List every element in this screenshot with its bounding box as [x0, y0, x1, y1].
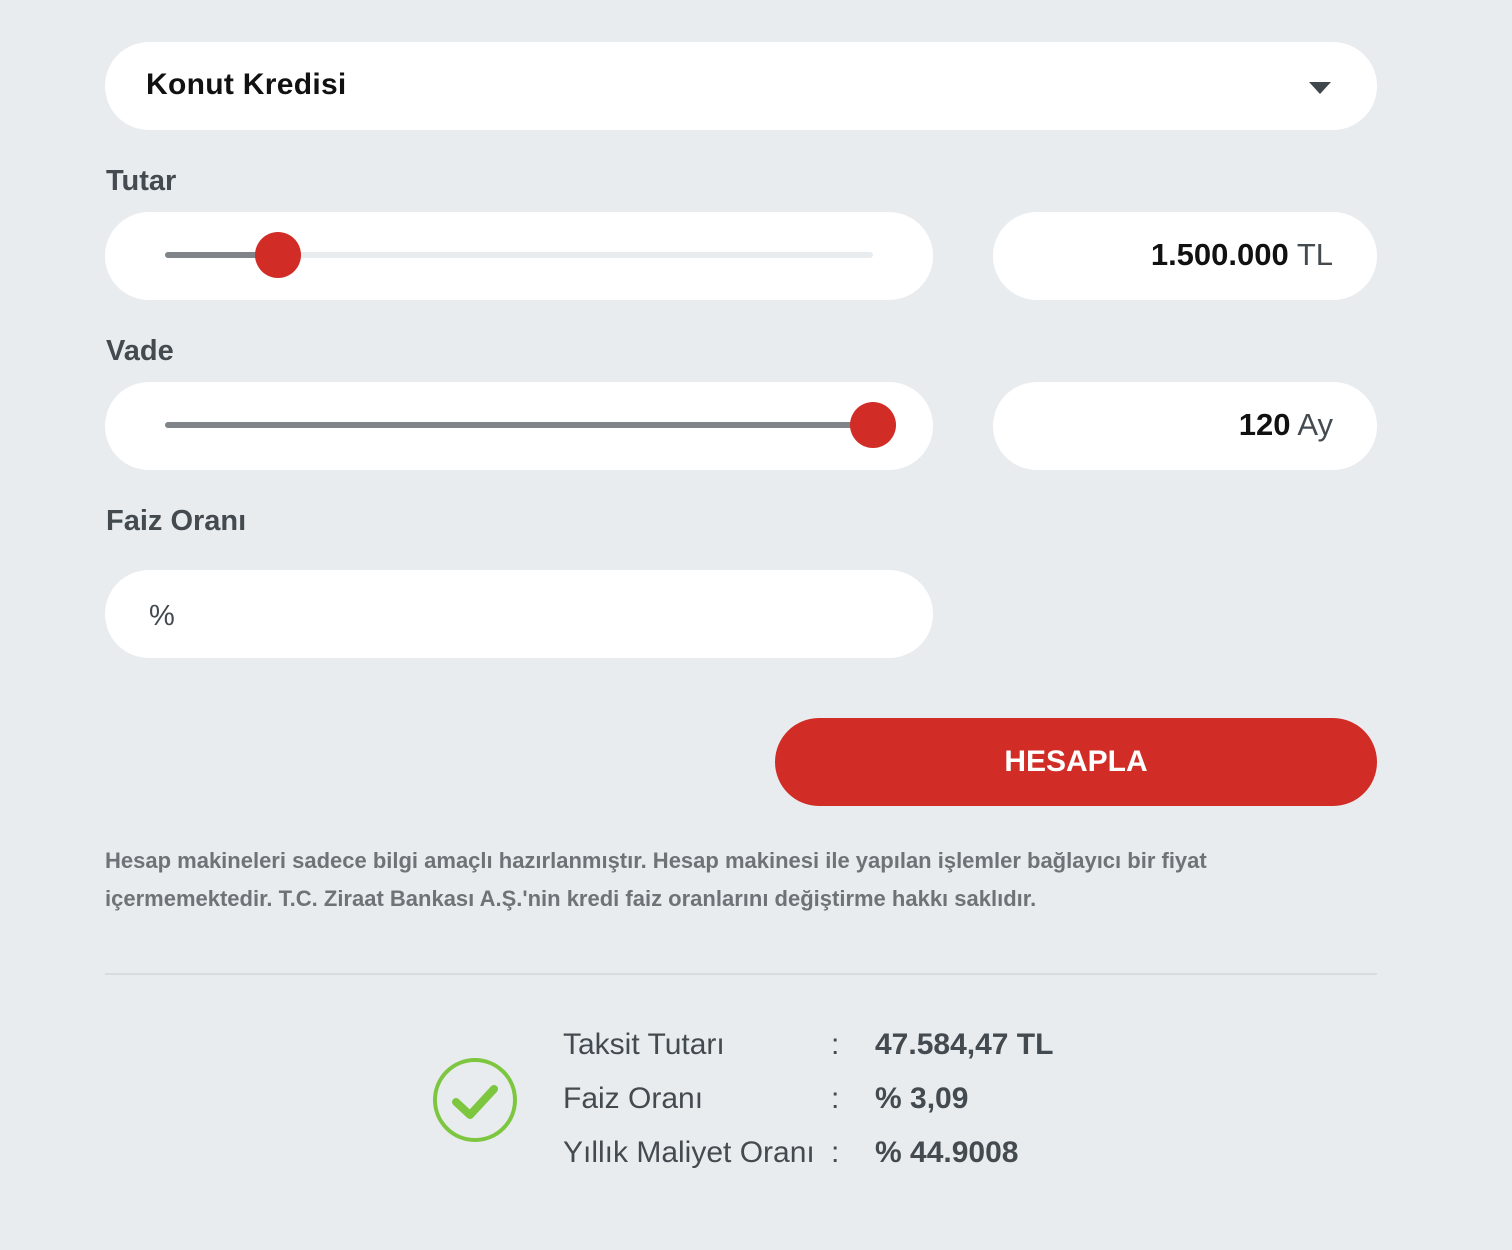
amount-unit: TL — [1296, 237, 1333, 272]
term-slider-thumb[interactable] — [850, 402, 896, 448]
result-value: % 44.9008 — [875, 1136, 1019, 1169]
term-unit: Ay — [1297, 407, 1333, 442]
rate-input[interactable]: % — [105, 570, 933, 658]
term-input[interactable]: 120 Ay — [993, 382, 1377, 470]
result-sep: : — [831, 1082, 840, 1115]
amount-label: Tutar — [106, 165, 177, 197]
result-label: Faiz Oranı — [563, 1082, 704, 1115]
result-label: Yıllık Maliyet Oranı — [563, 1136, 815, 1169]
term-slider[interactable] — [105, 382, 933, 470]
calculate-button[interactable]: HESAPLA — [775, 718, 1377, 806]
caret-down-icon — [1309, 82, 1331, 94]
result-label: Taksit Tutarı — [563, 1028, 725, 1061]
result-sep: : — [831, 1136, 840, 1169]
loan-type-value: Konut Kredisi — [146, 68, 347, 101]
amount-slider[interactable] — [105, 212, 933, 300]
result-value: % 3,09 — [875, 1082, 969, 1115]
amount-slider-thumb[interactable] — [255, 232, 302, 278]
disclaimer-text: Hesap makineleri sadece bilgi amaçlı haz… — [105, 848, 1207, 911]
rate-prefix: % — [149, 600, 175, 632]
amount-input[interactable]: 1.500.000 TL — [993, 212, 1377, 300]
check-circle-icon — [433, 1058, 517, 1142]
term-label: Vade — [106, 335, 174, 367]
divider — [105, 973, 1377, 975]
amount-slider-fill — [165, 252, 279, 258]
term-value: 120 — [1238, 407, 1291, 442]
rate-label: Faiz Oranı — [106, 505, 247, 537]
loan-type-select[interactable]: Konut Kredisi — [105, 42, 1377, 130]
amount-value: 1.500.000 — [1150, 237, 1289, 272]
term-slider-fill — [165, 422, 873, 428]
result-sep: : — [831, 1028, 840, 1061]
result-value: 47.584,47 TL — [875, 1028, 1054, 1061]
